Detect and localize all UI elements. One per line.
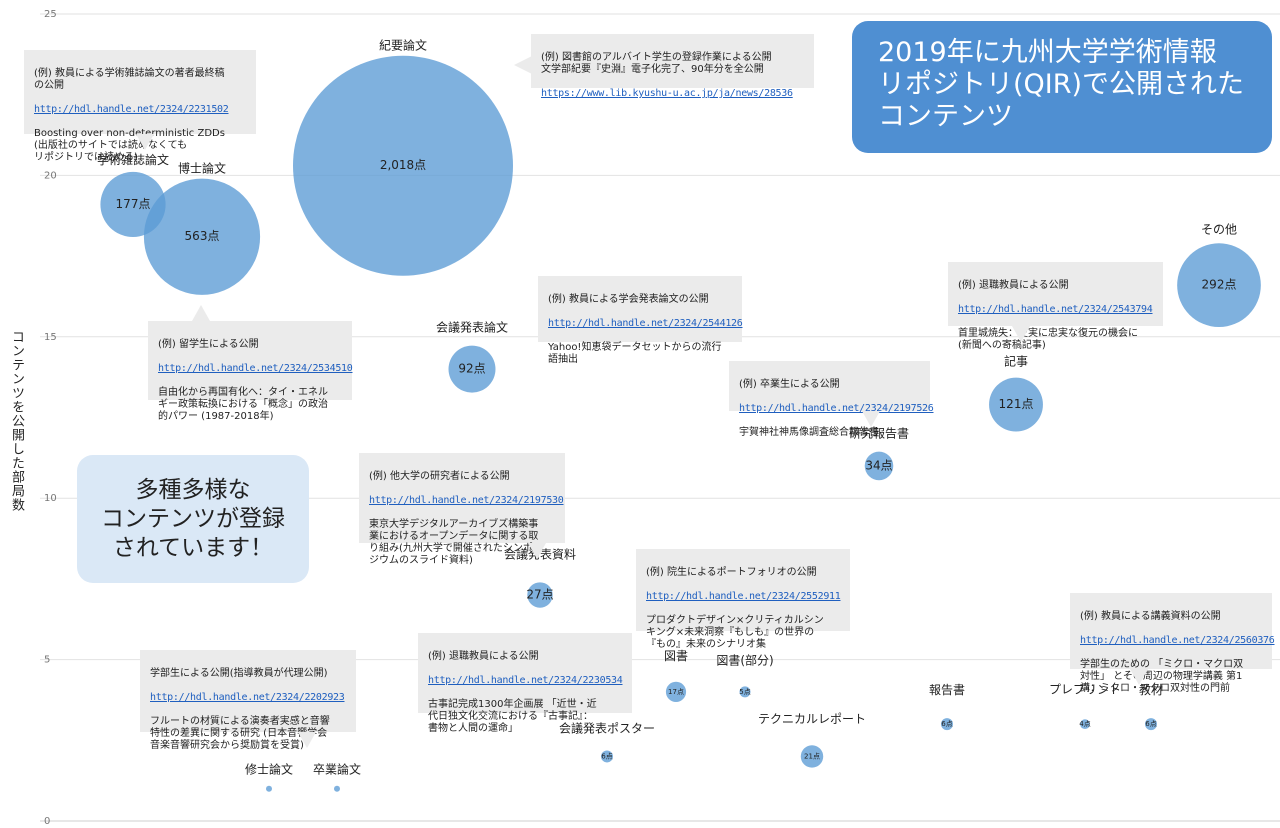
bubble-value-label: 21点 [804,752,820,760]
y-axis-label: コンテンツを公開した部局数 [9,330,24,512]
y-tick-label: 10 [44,493,57,504]
link[interactable]: http://hdl.handle.net/2324/2231502 [34,104,229,115]
callout-conference-paper: (例) 教員による学会発表論文の公開 http://hdl.handle.net… [538,276,743,365]
chart-title-box: 2019年に九州大学学術情報 リポジトリ(QIR)で公開された コンテンツ [852,21,1272,153]
bubble [1145,718,1157,731]
bubble-value-label: 5点 [739,688,750,696]
bubble-value-label: 34点 [865,458,892,472]
link[interactable]: http://hdl.handle.net/2324/2202923 [150,692,345,703]
category-label: 図書(部分) [716,652,773,667]
callout-graduation-thesis: 学部生による公開(指導教員が代理公開) http://hdl.handle.ne… [140,650,356,751]
bubble [448,345,496,393]
bubble [1177,243,1261,327]
bubble [100,171,166,238]
y-tick-label: 5 [44,655,50,666]
category-label: 図書 [664,649,688,663]
bubble [1080,719,1090,730]
callout-teaching-material: (例) 教員による講義資料の公開 http://hdl.handle.net/2… [1070,593,1275,694]
link[interactable]: http://hdl.handle.net/2324/2197530 [369,495,564,506]
category-label: 博士論文 [178,161,226,176]
category-label: 教材 [1139,682,1163,697]
link[interactable]: http://hdl.handle.net/2324/2534510 [158,363,353,374]
link[interactable]: http://hdl.handle.net/2324/2560376 [1080,635,1275,646]
category-label: 研究報告書 [849,426,909,441]
bubble [800,745,824,768]
bubble [665,681,687,702]
category-label: 紀要論文 [379,38,427,53]
y-tick-label: 15 [44,332,57,343]
bubble-value-label: 92点 [458,362,485,376]
callout-bulletin: (例) 図書館のアルバイト学生の登録作業による公開 文学部紀要『史淵』電子化完了… [531,34,814,99]
bubble-value-label: 4点 [1079,720,1090,728]
bubble-value-label: 6点 [1145,720,1156,728]
category-label: 学術雑誌論文 [97,152,169,167]
callout-book-part: (例) 退職教員による公開 http://hdl.handle.net/2324… [418,633,632,734]
category-label: 会議発表論文 [436,320,508,335]
bubble [601,750,613,763]
bubble [266,785,272,792]
category-label: 卒業論文 [313,762,361,777]
link[interactable]: http://hdl.handle.net/2324/2543794 [958,304,1153,315]
y-tick-label: 20 [44,170,57,181]
bubble-value-label: 292点 [1202,278,1237,292]
bubble-value-label: 17点 [668,688,684,696]
bubble-value-label: 177点 [116,197,151,211]
bubble [864,451,894,481]
bubble-value-label: 6点 [941,720,952,728]
category-label: テクニカルレポート [758,712,866,726]
bubble [941,718,953,731]
category-label: 記事 [1004,354,1028,369]
callout-journal-article: (例) 教員による学術雑誌論文の著者最終稿 の公開 http://hdl.han… [24,50,256,163]
category-label: プレプリント [1049,682,1121,696]
link[interactable]: http://hdl.handle.net/2324/2197526 [739,403,934,414]
callout-conference-slides: (例) 他大学の研究者による公開 http://hdl.handle.net/2… [359,453,565,566]
bubble-value-label: 121点 [999,397,1034,411]
category-label: その他 [1201,222,1237,236]
link[interactable]: http://hdl.handle.net/2324/2544126 [548,318,743,329]
bubble [143,178,261,295]
bubble-value-label: 27点 [526,588,553,602]
note-box: 多種多様な コンテンツが登録 されています！ [77,455,309,583]
y-tick-label: 0 [44,816,50,827]
bubble [293,55,513,276]
callout-article: (例) 退職教員による公開 http://hdl.handle.net/2324… [948,262,1163,351]
bubble-value-label: 2,018点 [380,158,426,172]
link[interactable]: http://hdl.handle.net/2324/2230534 [428,675,623,686]
bubble [527,582,553,608]
link[interactable]: https://www.lib.kyushu-u.ac.jp/ja/news/2… [541,88,793,99]
category-label: 会議発表ポスター [559,721,655,735]
link[interactable]: http://hdl.handle.net/2324/2552911 [646,591,841,602]
callout-research-report: (例) 卒業生による公開 http://hdl.handle.net/2324/… [729,361,934,438]
callout-book: (例) 院生によるポートフォリオの公開 http://hdl.handle.ne… [636,549,850,650]
bubble-value-label: 6点 [601,752,612,760]
y-tick-label: 25 [44,9,57,20]
bubble [334,785,340,792]
category-label: 修士論文 [245,762,293,777]
category-label: 報告書 [929,683,965,697]
bubble-value-label: 563点 [185,229,220,243]
bubble [739,686,751,698]
callout-doctoral-thesis: (例) 留学生による公開 http://hdl.handle.net/2324/… [148,321,353,422]
bubble [989,377,1043,432]
